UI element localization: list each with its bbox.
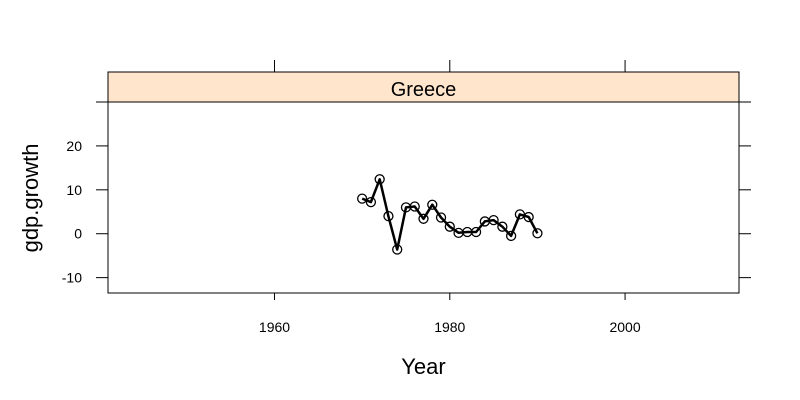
data-point xyxy=(488,214,499,226)
panel-strip: Greece xyxy=(107,71,740,103)
data-point xyxy=(470,226,482,238)
data-point xyxy=(505,230,517,242)
y-tick-label: 20 xyxy=(66,138,82,154)
strip-background xyxy=(107,71,740,103)
data-point xyxy=(435,212,447,223)
data-point xyxy=(497,221,508,232)
y-tick-label: 0 xyxy=(74,226,82,242)
y-axis: -10 0 10 20 xyxy=(62,138,751,286)
y-axis-title: gdp.growth xyxy=(18,144,43,253)
data-point xyxy=(409,201,420,212)
data-point xyxy=(392,244,403,255)
y-tick-label: -10 xyxy=(62,270,82,286)
x-tick-label: 1980 xyxy=(434,319,465,335)
data-point xyxy=(444,221,455,232)
data-point xyxy=(383,211,394,222)
y-tick-label: 10 xyxy=(66,182,82,198)
series-line xyxy=(361,178,539,251)
data-point xyxy=(427,199,438,210)
data-point xyxy=(418,213,429,224)
x-axis: 1960 1980 2000 xyxy=(259,60,641,335)
plot-panel xyxy=(107,101,740,294)
data-point xyxy=(374,174,385,185)
panel-title: Greece xyxy=(391,79,457,101)
x-tick-label: 1960 xyxy=(259,319,290,335)
data-point xyxy=(523,211,534,223)
x-axis-title: Year xyxy=(401,354,445,379)
data-point xyxy=(357,193,368,204)
x-tick-label: 2000 xyxy=(609,319,640,335)
data-point xyxy=(365,196,377,208)
data-point xyxy=(532,228,543,239)
series xyxy=(357,174,543,255)
